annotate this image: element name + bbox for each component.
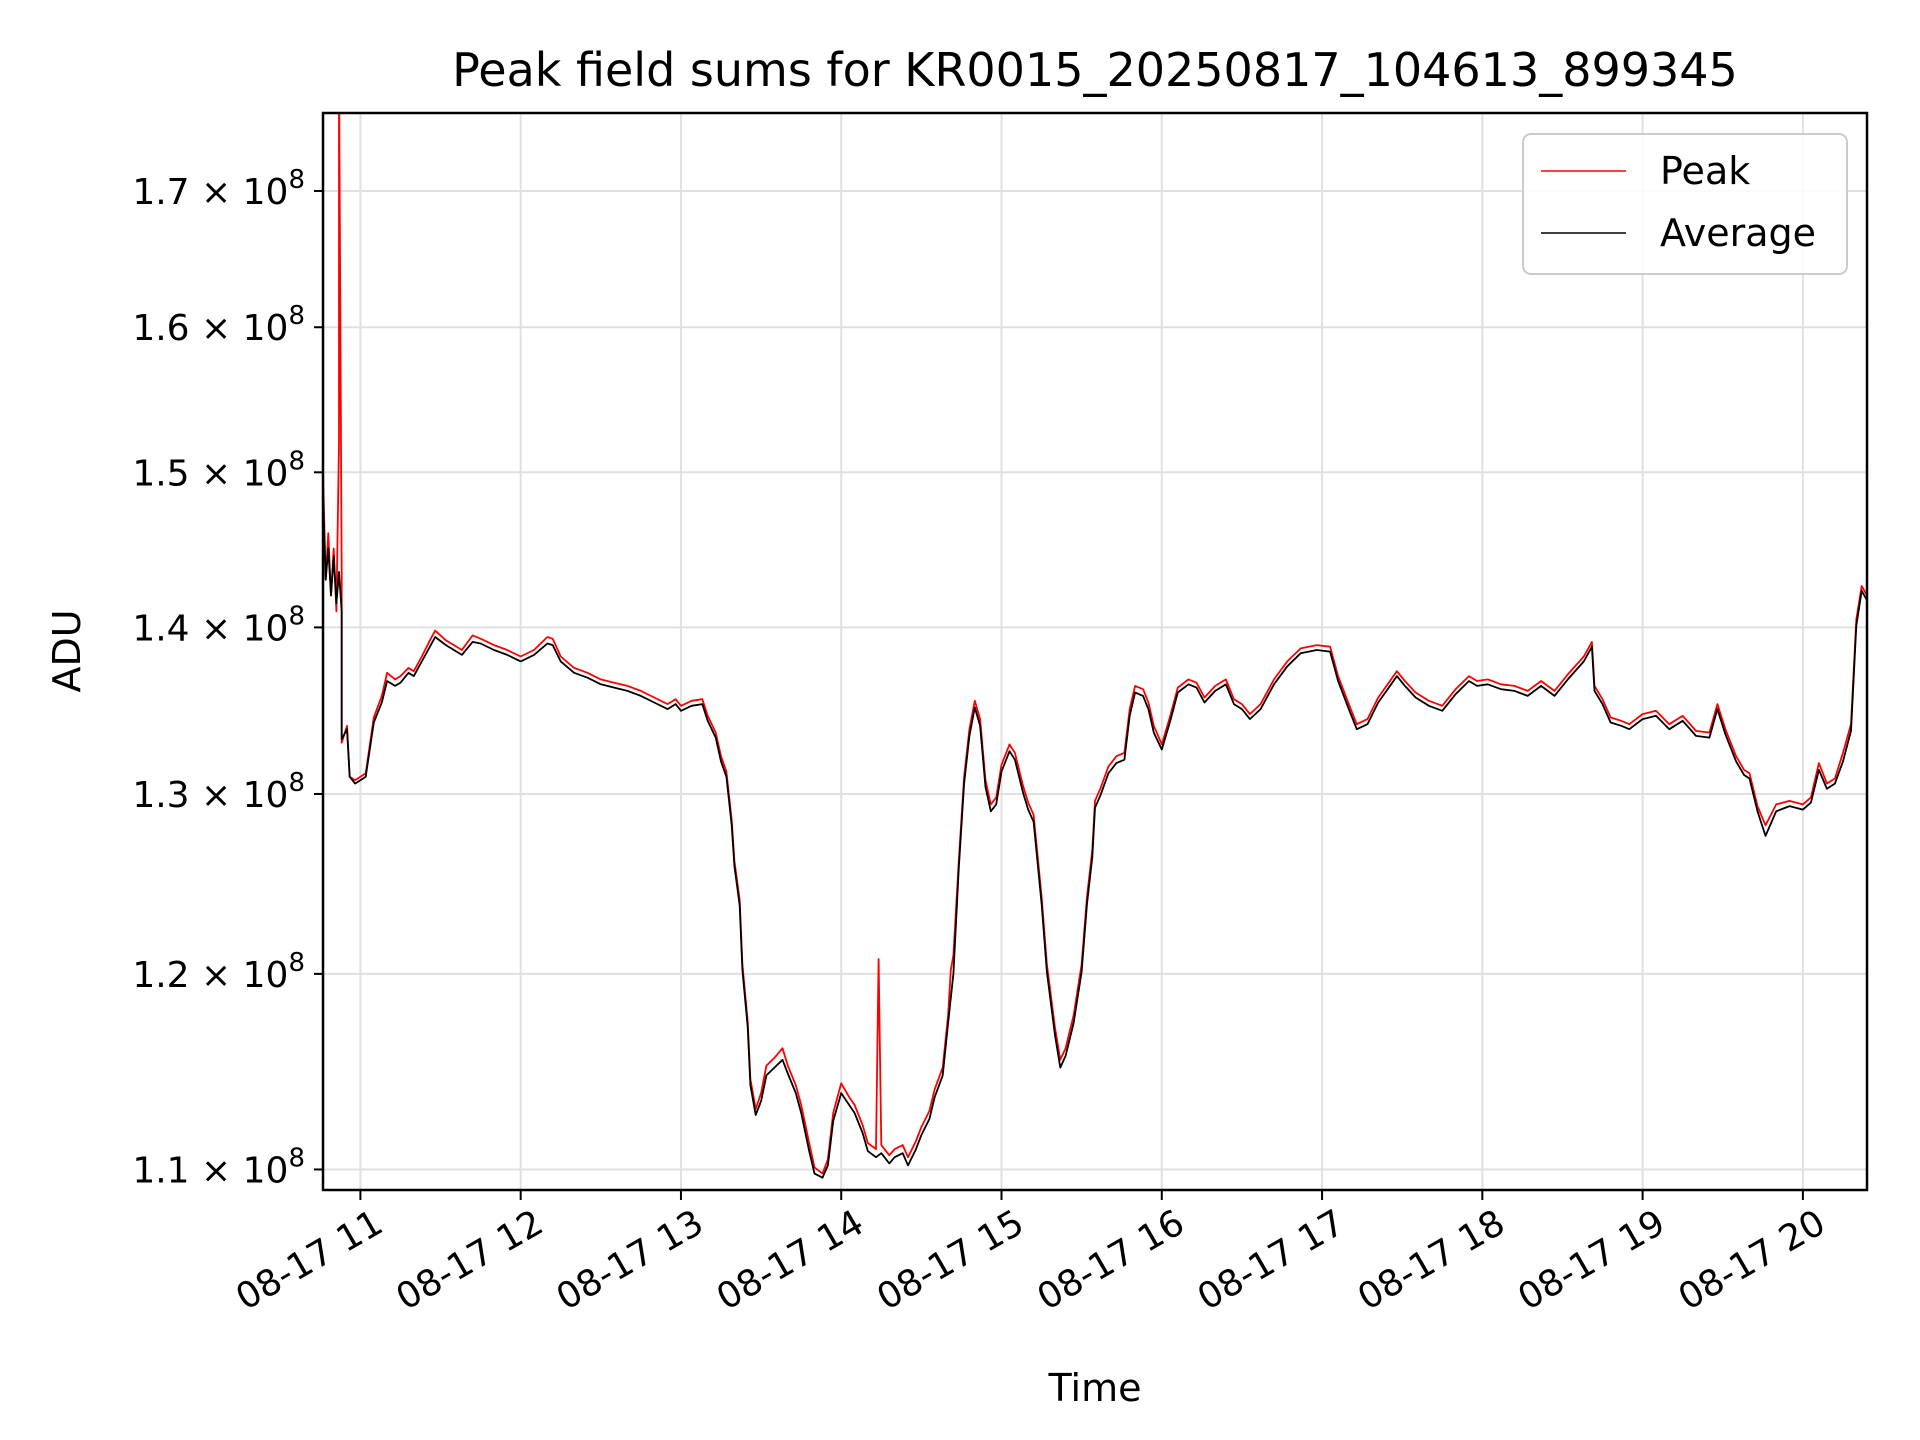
y-tick-label: 1.3 × 108 <box>132 768 305 816</box>
series-layer <box>323 113 1867 1179</box>
y-tick-label: 1.7 × 108 <box>132 165 305 213</box>
chart-title: Peak field sums for KR0015_20250817_1046… <box>452 43 1738 97</box>
y-tick-label: 1.4 × 108 <box>132 601 305 649</box>
legend-label-average: Average <box>1660 211 1816 255</box>
y-tick-label: 1.6 × 108 <box>132 301 305 349</box>
y-tick-label: 1.1 × 108 <box>132 1143 305 1191</box>
x-axis-label: Time <box>1048 1366 1142 1410</box>
grid-layer <box>323 113 1867 1190</box>
series-line-average <box>323 494 1867 1179</box>
legend: Peak Average <box>1522 133 1848 275</box>
plot-area-frame <box>321 111 1869 1192</box>
y-tick-label: 1.5 × 108 <box>132 446 305 494</box>
y-axis: 1.7 × 108 1.6 × 108 1.5 × 108 1.4 × 108 1.3 … <box>132 165 323 1191</box>
legend-label-peak: Peak <box>1660 149 1750 193</box>
y-axis-label: ADU <box>45 609 89 692</box>
y-tick-label: 1.2 × 108 <box>132 948 305 996</box>
legend-box <box>1522 133 1848 275</box>
